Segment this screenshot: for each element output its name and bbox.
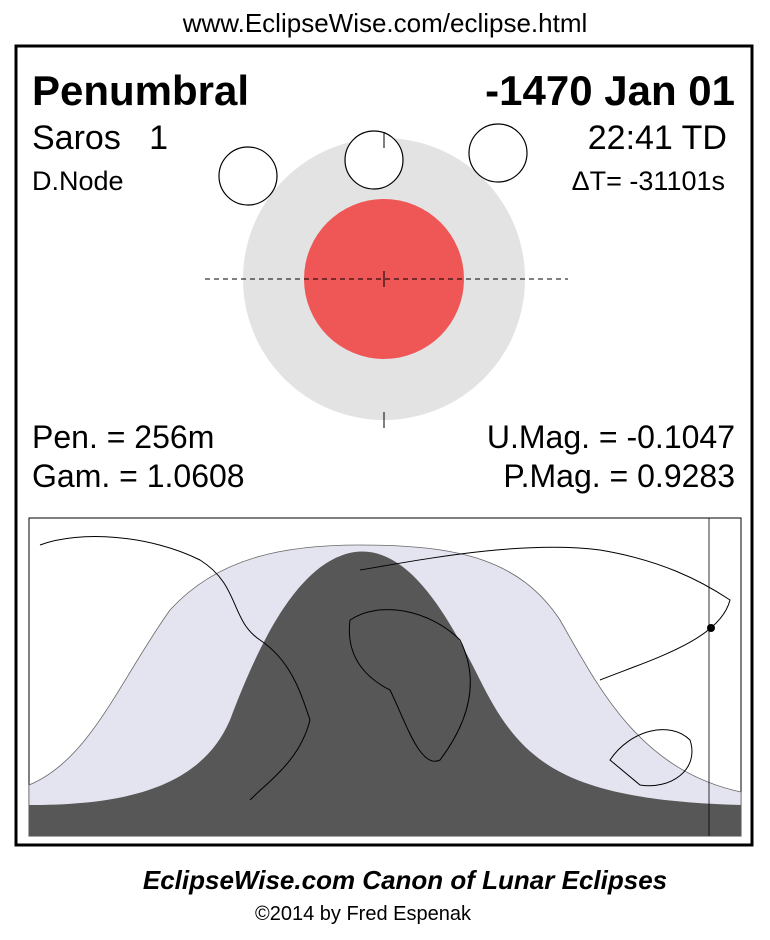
moon-p4 <box>468 123 528 183</box>
saros: Saros 1 <box>32 119 168 157</box>
gamma: Gam. = 1.0608 <box>32 458 245 494</box>
time: 22:41 TD <box>588 119 727 157</box>
node: D.Node <box>32 166 124 196</box>
zenith-point <box>707 624 715 632</box>
world-map <box>28 517 742 837</box>
umbral-mag: U.Mag. = -0.1047 <box>487 419 735 455</box>
eurasia-coast <box>359 546 731 681</box>
moon-max <box>344 130 404 190</box>
eclipse-type: Penumbral <box>32 67 249 114</box>
americas-coast <box>39 536 311 801</box>
penumbral-mag: P.Mag. = 0.9283 <box>503 458 735 494</box>
eclipse-date: -1470 Jan 01 <box>485 67 735 114</box>
visibility-zone <box>29 551 741 836</box>
moon-p1 <box>218 146 278 206</box>
australia-coast <box>609 729 693 787</box>
delta-t: ΔT= -31101s <box>572 166 725 196</box>
africa-coast <box>348 609 471 762</box>
url: www.EclipseWise.com/eclipse.html <box>182 8 588 38</box>
footer-credit: ©2014 by Fred Espenak <box>255 903 472 925</box>
footer-title: EclipseWise.com Canon of Lunar Eclipses <box>143 865 667 895</box>
pen-duration: Pen. = 256m <box>32 419 214 455</box>
